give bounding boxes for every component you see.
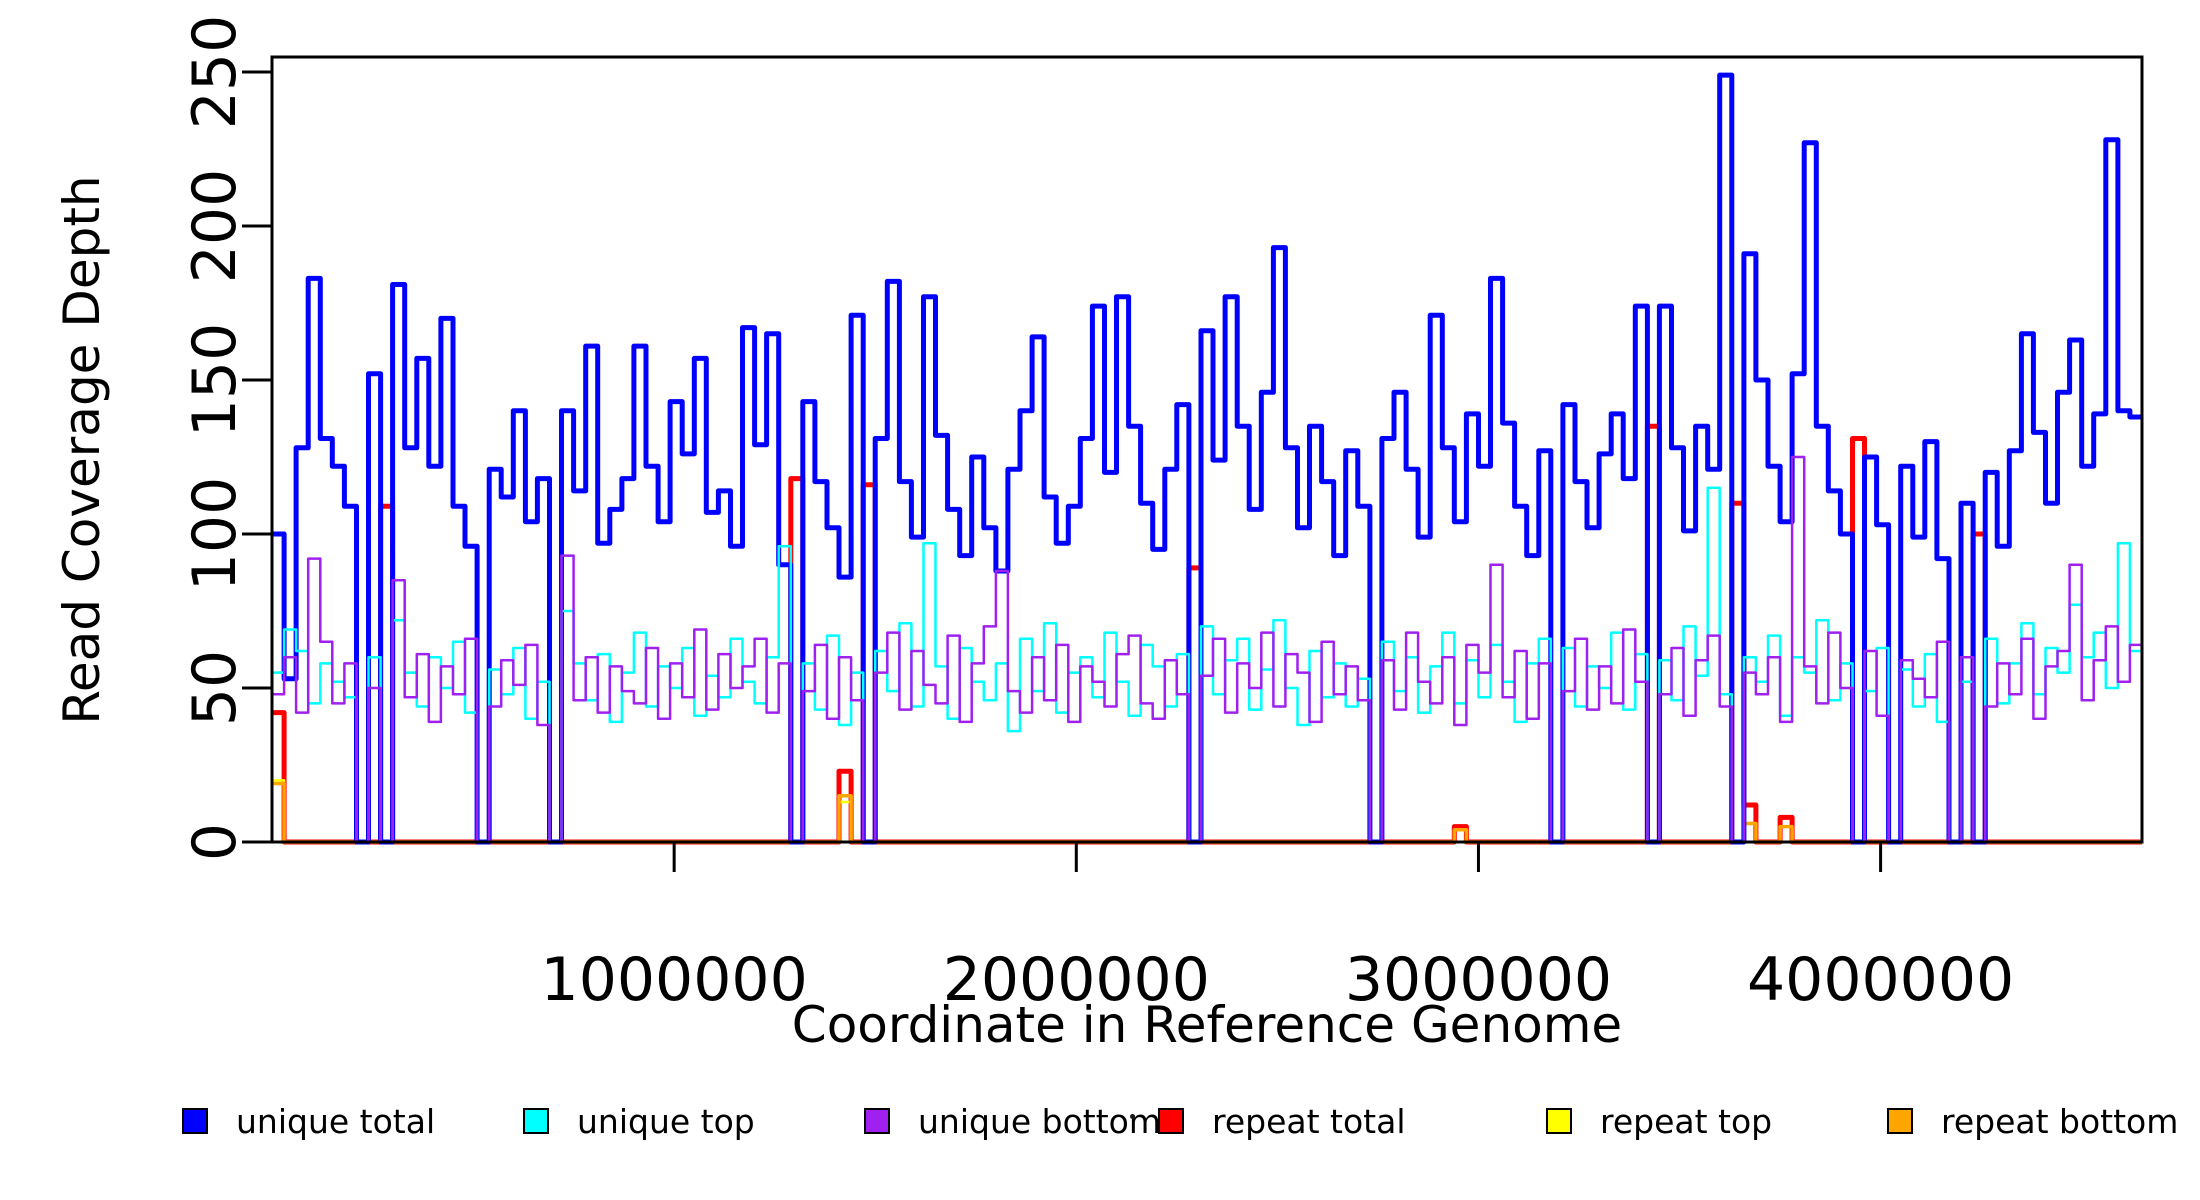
legend-label: unique total [236,1101,436,1141]
legend-swatch-icon [1887,1108,1913,1134]
legend-item-repeat-bottom: repeat bottom [1887,1102,2178,1140]
legend-swatch-icon [864,1108,890,1134]
legend-item-unique-top: unique top [523,1102,755,1140]
unique-total-line [272,72,2142,845]
legend-item-unique-bottom: unique bottom [864,1102,1161,1140]
x-tick-label: 4000000 [1746,945,2015,1015]
x-axis-title: Coordinate in Reference Genome [791,996,1623,1054]
y-tick-label: 250 [180,14,250,130]
legend-item-unique-total: unique total [182,1102,435,1140]
legend-item-repeat-total: repeat total [1158,1102,1406,1140]
legend-label: unique bottom [918,1101,1162,1141]
x-tick-label: 3000000 [1344,945,1613,1015]
y-axis-title: Read Coverage Depth [53,175,111,725]
plot-box [270,55,2144,844]
legend-swatch-icon [1158,1108,1184,1134]
legend-label: repeat top [1600,1101,1773,1141]
repeat-total-line [272,423,2142,845]
y-tick-label: 100 [180,476,250,592]
legend-label: repeat total [1212,1101,1406,1141]
legend-stray-dot [1130,1114,1135,1119]
y-tick-label: 200 [180,168,250,284]
y-tick-label: 0 [180,822,250,862]
x-tick-label: 1000000 [540,945,808,1015]
legend-swatch-icon [182,1108,208,1134]
repeat-bottom-line [272,781,2142,844]
legend-item-repeat-top: repeat top [1546,1102,1772,1140]
x-tick-label: 2000000 [942,945,1210,1015]
legend-swatch-icon [1546,1108,1572,1134]
unique-top-line [272,486,2142,844]
legend-label: repeat bottom [1941,1101,2179,1141]
repeat-top-line [272,779,2142,844]
legend-label: unique top [577,1101,755,1141]
y-tick-label: 50 [180,649,250,727]
unique-bottom-line [272,455,2142,844]
legend-swatch-icon [523,1108,549,1134]
y-tick-label: 150 [180,322,250,438]
